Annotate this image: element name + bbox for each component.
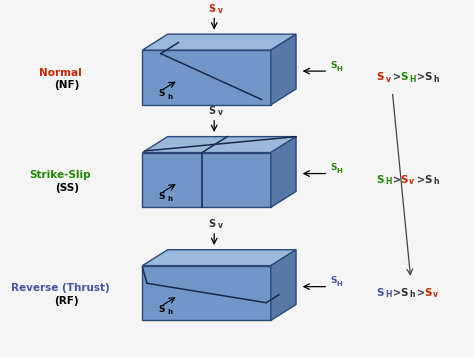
Text: S: S	[158, 305, 165, 314]
Text: S: S	[400, 175, 408, 185]
Text: v: v	[218, 108, 223, 117]
Text: h: h	[410, 290, 415, 299]
Text: S: S	[158, 90, 165, 98]
Text: v: v	[218, 221, 223, 230]
Text: (RF): (RF)	[55, 296, 79, 306]
Text: S: S	[376, 72, 384, 82]
Text: S: S	[330, 163, 337, 172]
Text: S: S	[209, 106, 216, 116]
Text: h: h	[433, 75, 438, 84]
Polygon shape	[142, 137, 296, 153]
Text: H: H	[337, 168, 343, 174]
Text: >: >	[417, 288, 425, 298]
Polygon shape	[142, 153, 271, 207]
Text: Reverse (Thrust): Reverse (Thrust)	[10, 284, 109, 294]
Text: H: H	[410, 75, 416, 84]
Text: S: S	[330, 61, 337, 70]
Text: H: H	[337, 281, 343, 287]
Text: S: S	[376, 175, 384, 185]
Text: v: v	[385, 75, 391, 84]
Text: v: v	[410, 177, 414, 186]
Polygon shape	[271, 137, 296, 207]
Text: H: H	[337, 66, 343, 72]
Text: S: S	[400, 72, 408, 82]
Text: H: H	[385, 290, 392, 299]
Text: H: H	[385, 177, 392, 186]
Text: v: v	[218, 6, 223, 15]
Text: >: >	[393, 72, 401, 82]
Text: S: S	[424, 175, 431, 185]
Text: S: S	[158, 192, 165, 201]
Text: h: h	[167, 94, 172, 100]
Text: v: v	[433, 290, 438, 299]
Text: >: >	[417, 72, 425, 82]
Text: >: >	[393, 175, 401, 185]
Text: Normal: Normal	[38, 68, 81, 78]
Text: (NF): (NF)	[54, 80, 80, 90]
Text: S: S	[376, 288, 384, 298]
Polygon shape	[271, 34, 296, 105]
Polygon shape	[142, 34, 296, 50]
Text: Strike-Slip: Strike-Slip	[29, 170, 91, 180]
Polygon shape	[142, 250, 296, 266]
Text: S: S	[330, 276, 337, 285]
Text: S: S	[424, 72, 431, 82]
Polygon shape	[271, 250, 296, 320]
Text: (SS): (SS)	[55, 183, 79, 193]
Text: h: h	[433, 177, 438, 186]
Text: S: S	[424, 288, 431, 298]
Text: h: h	[167, 197, 172, 202]
Text: >: >	[393, 288, 401, 298]
Text: S: S	[209, 4, 216, 14]
Polygon shape	[142, 50, 271, 105]
Text: h: h	[167, 309, 172, 315]
Polygon shape	[142, 266, 271, 320]
Text: S: S	[209, 219, 216, 229]
Text: S: S	[400, 288, 408, 298]
Text: >: >	[417, 175, 425, 185]
